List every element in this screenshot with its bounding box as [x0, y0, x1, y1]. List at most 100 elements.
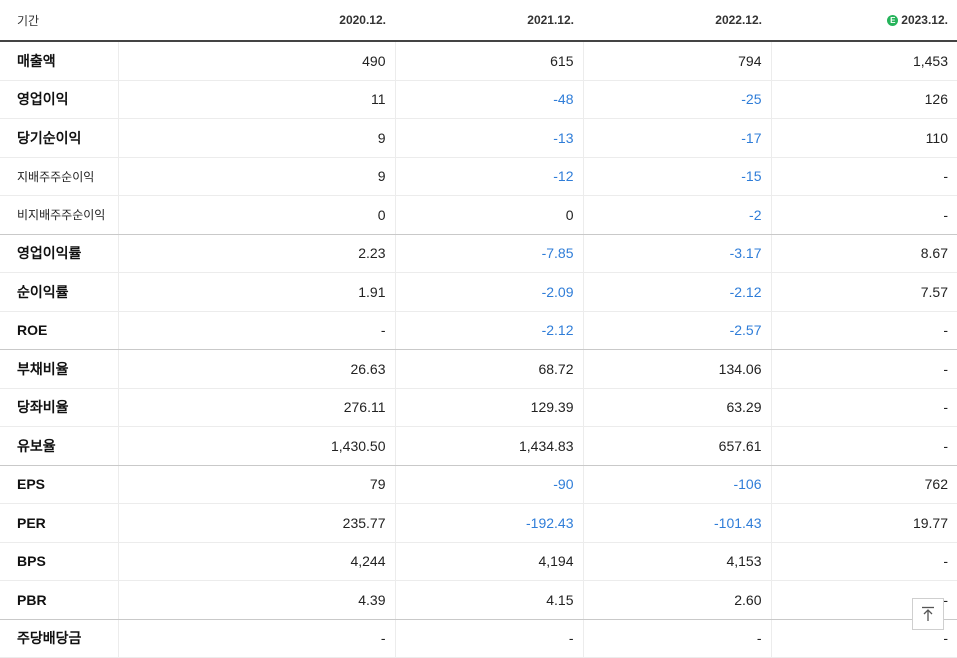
row-label: 유보율: [0, 426, 118, 466]
year-header: 2022.12.: [583, 0, 771, 42]
value-cell: 63.29: [582, 388, 771, 427]
value-cell: 1,453: [770, 41, 957, 81]
row-label: 비지배주주순이익: [0, 195, 118, 235]
value-cell: 794: [582, 41, 771, 81]
value-cell: 4,153: [582, 542, 771, 581]
row-label: 매출액: [0, 41, 118, 81]
value-cell: 110: [770, 118, 957, 158]
value-cell: 7.57: [770, 272, 957, 312]
value-cell: 235.77: [117, 503, 395, 543]
value-cell: 490: [117, 41, 395, 81]
value-cell: 8.67: [770, 234, 957, 273]
value-cell: 276.11: [117, 388, 395, 427]
value-cell: -17: [582, 118, 771, 158]
table-row: 지배주주순이익 9 -12 -15-: [0, 157, 957, 196]
row-label: EPS: [0, 465, 118, 504]
row-label: 지배주주순이익: [0, 157, 118, 196]
value-cell: -2.09: [394, 272, 583, 312]
table-row: 매출액 490 615 794 1,453: [0, 41, 957, 81]
row-label: 주당배당금: [0, 619, 118, 658]
value-cell: 657.61: [582, 426, 771, 466]
row-label: 당기순이익: [0, 118, 118, 158]
table-row: 당기순이익 9 -13 -17 110: [0, 118, 957, 158]
row-label: PER: [0, 503, 118, 543]
row-label: ROE: [0, 311, 118, 350]
value-cell: 1.91: [117, 272, 395, 312]
value-cell: -2.12: [394, 311, 583, 350]
value-cell: -: [770, 195, 957, 235]
value-cell: 4.39: [117, 580, 395, 620]
value-cell: -2.12: [582, 272, 771, 312]
row-label: BPS: [0, 542, 118, 581]
value-cell: -: [582, 619, 771, 658]
value-cell: 134.06: [582, 349, 771, 389]
table-row: 부채비율 26.63 68.72 134.06-: [0, 349, 957, 389]
value-cell: -13: [394, 118, 583, 158]
value-cell: 4,244: [117, 542, 395, 581]
value-cell: 2.23: [117, 234, 395, 273]
value-cell: 79: [117, 465, 395, 504]
value-cell: -: [770, 542, 957, 581]
year-header-label: 2023.12.: [901, 13, 948, 27]
value-cell: -106: [582, 465, 771, 504]
value-cell: -90: [394, 465, 583, 504]
value-cell: 615: [394, 41, 583, 81]
table-row: EPS 79 -90 -106 762: [0, 465, 957, 504]
row-label: 당좌비율: [0, 388, 118, 427]
year-header: 2021.12.: [395, 0, 583, 42]
table-row: 비지배주주순이익 0 0 -2-: [0, 195, 957, 235]
value-cell: -3.17: [582, 234, 771, 273]
row-label: 순이익률: [0, 272, 118, 312]
row-label: 부채비율: [0, 349, 118, 389]
value-cell: -: [770, 311, 957, 350]
value-cell: -: [770, 157, 957, 196]
value-cell: -2: [582, 195, 771, 235]
table-row: 유보율 1,430.50 1,434.83 657.61-: [0, 426, 957, 466]
table-header-row: 기간 2020.12. 2021.12. 2022.12. E 2023.12.: [0, 0, 957, 42]
value-cell: -48: [394, 80, 583, 119]
value-cell: -7.85: [394, 234, 583, 273]
value-cell: 2.60: [582, 580, 771, 620]
value-cell: -25: [582, 80, 771, 119]
value-cell: -12: [394, 157, 583, 196]
value-cell: 26.63: [117, 349, 395, 389]
year-header-estimate: E 2023.12.: [771, 0, 957, 42]
value-cell: 9: [117, 118, 395, 158]
value-cell: 9: [117, 157, 395, 196]
table-row: 순이익률 1.91 -2.09 -2.12 7.57: [0, 272, 957, 312]
row-label: 영업이익: [0, 80, 118, 119]
value-cell: 19.77: [770, 503, 957, 543]
year-header: 2020.12.: [118, 0, 395, 42]
table-row: BPS 4,244 4,194 4,153-: [0, 542, 957, 581]
value-cell: -: [770, 388, 957, 427]
value-cell: 68.72: [394, 349, 583, 389]
value-cell: -: [770, 349, 957, 389]
value-cell: 1,434.83: [394, 426, 583, 466]
table-row: 영업이익 11 -48 -25 126: [0, 80, 957, 119]
table-row: PBR 4.39 4.15 2.60-: [0, 580, 957, 620]
value-cell: -192.43: [394, 503, 583, 543]
value-cell: 762: [770, 465, 957, 504]
value-cell: 0: [394, 195, 583, 235]
row-label: PBR: [0, 580, 118, 620]
value-cell: -: [394, 619, 583, 658]
table-row: PER 235.77 -192.43 -101.43 19.77: [0, 503, 957, 543]
value-cell: -: [117, 311, 395, 350]
value-cell: -15: [582, 157, 771, 196]
table-row: ROE - -2.12 -2.57-: [0, 311, 957, 350]
value-cell: -: [117, 619, 395, 658]
table-row: 영업이익률 2.23 -7.85 -3.17 8.67: [0, 234, 957, 273]
table-row: 당좌비율 276.11 129.39 63.29-: [0, 388, 957, 427]
estimate-icon: E: [887, 15, 899, 26]
value-cell: 1,430.50: [117, 426, 395, 466]
period-header: 기간: [0, 0, 118, 42]
table-row: 주당배당금 - - - -: [0, 619, 957, 658]
value-cell: 129.39: [394, 388, 583, 427]
row-label: 영업이익률: [0, 234, 118, 273]
value-cell: -101.43: [582, 503, 771, 543]
scroll-to-top-button[interactable]: [912, 598, 944, 630]
value-cell: 11: [117, 80, 395, 119]
arrow-up-icon: [922, 606, 934, 621]
value-cell: 0: [117, 195, 395, 235]
